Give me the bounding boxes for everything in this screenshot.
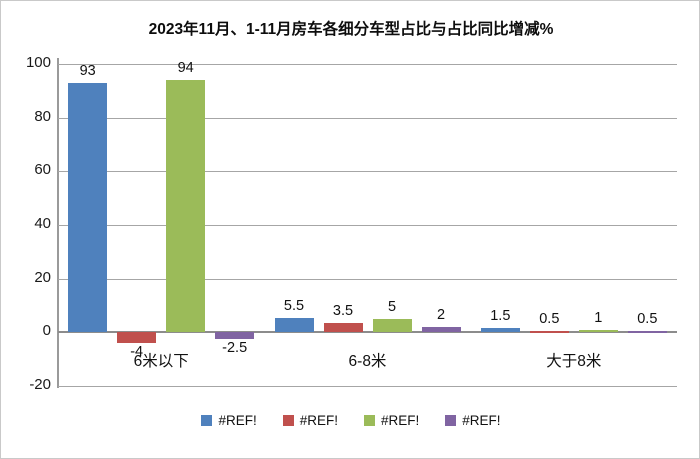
bar (529, 330, 569, 333)
bar-value-label: 0.5 (637, 310, 658, 327)
gridline-0 (58, 331, 677, 334)
bar (323, 322, 363, 333)
chart-legend: #REF! #REF! #REF! #REF! (1, 413, 699, 428)
bar-value-label: 1 (594, 309, 603, 326)
y-tick-label: 20 (34, 268, 51, 286)
bar (578, 329, 618, 333)
bar (68, 82, 108, 333)
y-tick-label: 80 (34, 107, 51, 125)
bar-value-label: 0.5 (539, 310, 560, 327)
legend-label: #REF! (381, 413, 420, 428)
gridline-60 (58, 171, 677, 173)
bar (117, 332, 157, 344)
legend-label: #REF! (299, 413, 338, 428)
x-category-label: 大于8米 (546, 353, 602, 371)
gridline-80 (58, 117, 677, 119)
bar (274, 317, 314, 333)
gridline-100 (58, 64, 677, 65)
bar-value-label: -4 (130, 344, 144, 361)
legend-swatch-icon (201, 415, 213, 426)
bar (480, 328, 520, 333)
legend-item[interactable]: #REF! (201, 413, 257, 428)
bar (215, 332, 255, 340)
y-tick-label: 0 (42, 322, 51, 340)
bar (166, 80, 206, 333)
legend-label: #REF! (218, 413, 257, 428)
bar (421, 326, 461, 333)
legend-item[interactable]: #REF! (445, 413, 501, 428)
bar-value-label: 1.5 (490, 308, 511, 325)
legend-swatch-icon (282, 415, 294, 426)
bar-value-label: 3.5 (332, 302, 354, 319)
legend-item[interactable]: #REF! (364, 413, 419, 428)
plot-area: 93 -4 94 -2.5 5.5 3.5 5 2 1.5 0.5 1 0.5 (58, 60, 677, 387)
legend-label: #REF! (462, 413, 501, 428)
y-tick-label: -20 (29, 376, 51, 393)
bar-value-label: 5 (387, 298, 397, 315)
y-axis-line (57, 58, 59, 388)
y-tick-label: 40 (34, 215, 51, 232)
x-category-label: 6米以下 (133, 353, 189, 371)
legend-swatch-icon (445, 415, 457, 426)
bar-value-label: 5.5 (283, 297, 305, 314)
chart-title: 2023年11月、1-11月房车各细分车型占比与占比同比增减% (148, 21, 554, 38)
bar (627, 330, 667, 333)
gridline-20 (58, 278, 677, 280)
x-category-label: 6-8米 (348, 353, 387, 371)
gridline--20 (58, 386, 677, 387)
legend-swatch-icon (364, 415, 375, 426)
gridline-40 (58, 225, 677, 226)
bar (372, 318, 412, 333)
bar-value-label: 93 (79, 62, 96, 79)
y-tick-label: 100 (25, 54, 51, 71)
y-tick-label: 60 (34, 161, 51, 179)
bar-value-label: 94 (177, 60, 194, 77)
bar-value-label: -2.5 (222, 340, 248, 357)
legend-item[interactable]: #REF! (282, 413, 338, 428)
bar-value-label: 2 (436, 306, 446, 323)
